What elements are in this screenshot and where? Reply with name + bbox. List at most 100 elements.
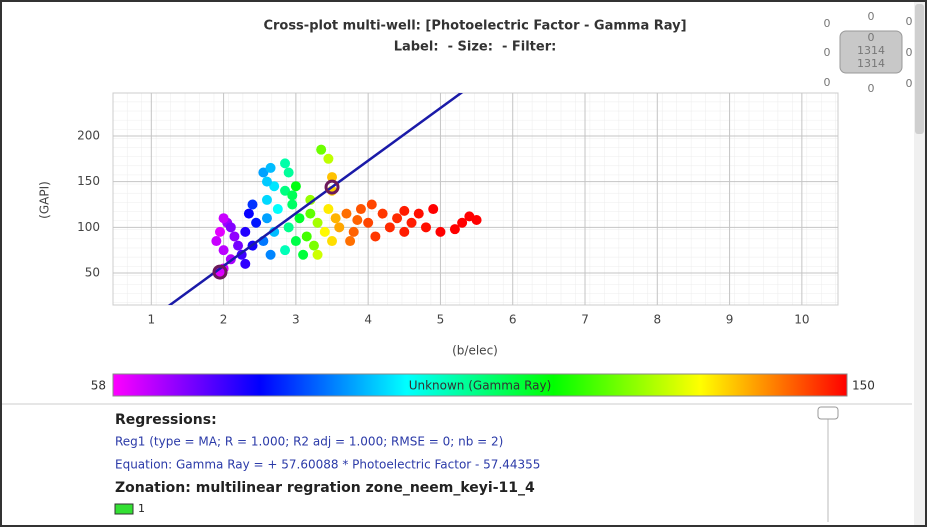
point: [377, 208, 388, 219]
x-tick-label: 7: [581, 313, 589, 327]
zonation-title: Zonation: multilinear regration zone_nee…: [115, 480, 535, 496]
point: [283, 222, 294, 233]
point: [406, 217, 417, 228]
point: [247, 199, 258, 210]
point: [366, 199, 377, 210]
widget-number: 0: [868, 31, 875, 44]
point: [308, 240, 319, 251]
point: [348, 226, 359, 237]
plot-area: [112, 92, 839, 306]
subtitle: Label: - Size: - Filter:: [394, 40, 557, 55]
point: [243, 208, 254, 219]
x-tick-label: 6: [509, 313, 517, 327]
point: [240, 226, 251, 237]
point: [471, 215, 482, 226]
point: [280, 158, 291, 169]
widget-number: 0: [824, 46, 831, 59]
point: [261, 213, 272, 224]
x-tick-label: 10: [794, 313, 809, 327]
point: [420, 222, 431, 233]
point: [258, 167, 269, 178]
equation: Equation: Gamma Ray = + 57.60088 * Photo…: [115, 458, 540, 472]
widget-number: 1314: [857, 57, 885, 70]
y-tick-label: 200: [77, 128, 100, 142]
regression-point: [324, 179, 340, 195]
point: [399, 205, 410, 216]
y-tick-label: 100: [77, 220, 100, 234]
widget-number: 0: [868, 82, 875, 95]
scrollbar[interactable]: [914, 2, 925, 525]
point: [290, 236, 301, 247]
point: [294, 213, 305, 224]
widget-number: 0: [906, 77, 913, 90]
scrollbar-thumb[interactable]: [915, 4, 924, 134]
point: [261, 194, 272, 205]
point: [280, 245, 291, 256]
point: [211, 236, 222, 247]
widget-box[interactable]: [839, 30, 903, 74]
regressions-title: Regressions:: [115, 412, 217, 428]
point: [225, 222, 236, 233]
point: [287, 190, 298, 201]
point: [316, 144, 327, 155]
point: [312, 249, 323, 260]
colorbar-label: Unknown (Gamma Ray): [409, 379, 552, 393]
point: [392, 213, 403, 224]
point: [330, 213, 341, 224]
point: [327, 236, 338, 247]
x-tick-label: 4: [364, 313, 372, 327]
zone-swatch: [114, 503, 134, 515]
regression-line: [167, 93, 464, 305]
slider-knob[interactable]: [817, 406, 839, 420]
point: [218, 213, 229, 224]
x-axis-label: (b/elec): [452, 344, 498, 358]
x-tick-label: 8: [653, 313, 661, 327]
point: [449, 224, 460, 235]
point: [272, 204, 283, 215]
y-tick-label: 150: [77, 174, 100, 188]
widget-number: 0: [906, 46, 913, 59]
point: [301, 231, 312, 242]
point: [413, 208, 424, 219]
point: [251, 217, 262, 228]
point: [384, 222, 395, 233]
point: [323, 204, 334, 215]
x-tick-label: 3: [292, 313, 300, 327]
widget-number: 0: [824, 17, 831, 30]
point: [269, 181, 280, 192]
zone-label: 1: [138, 502, 145, 515]
x-tick-label: 2: [220, 313, 228, 327]
point: [287, 199, 298, 210]
point: [327, 172, 338, 183]
point: [435, 226, 446, 237]
point: [334, 222, 345, 233]
point: [229, 231, 240, 242]
widget-number: 0: [906, 15, 913, 28]
title: Cross-plot multi-well: [Photoelectric Fa…: [263, 19, 686, 34]
colorbar-tick: 58: [91, 379, 106, 393]
x-tick-label: 5: [437, 313, 445, 327]
point: [312, 217, 323, 228]
colorbar: [112, 373, 848, 397]
point: [240, 258, 251, 269]
point: [399, 226, 410, 237]
point: [341, 208, 352, 219]
point: [305, 208, 316, 219]
point: [352, 215, 363, 226]
point: [428, 204, 439, 215]
point: [261, 176, 272, 187]
point: [214, 226, 225, 237]
widget-number: 0: [824, 76, 831, 89]
point: [290, 181, 301, 192]
point: [370, 231, 381, 242]
y-tick-label: 50: [85, 266, 100, 280]
point: [265, 162, 276, 173]
point: [323, 153, 334, 164]
point: [280, 185, 291, 196]
point: [345, 236, 356, 247]
colorbar-tick: 150: [852, 379, 875, 393]
plot-marks: [167, 93, 482, 305]
